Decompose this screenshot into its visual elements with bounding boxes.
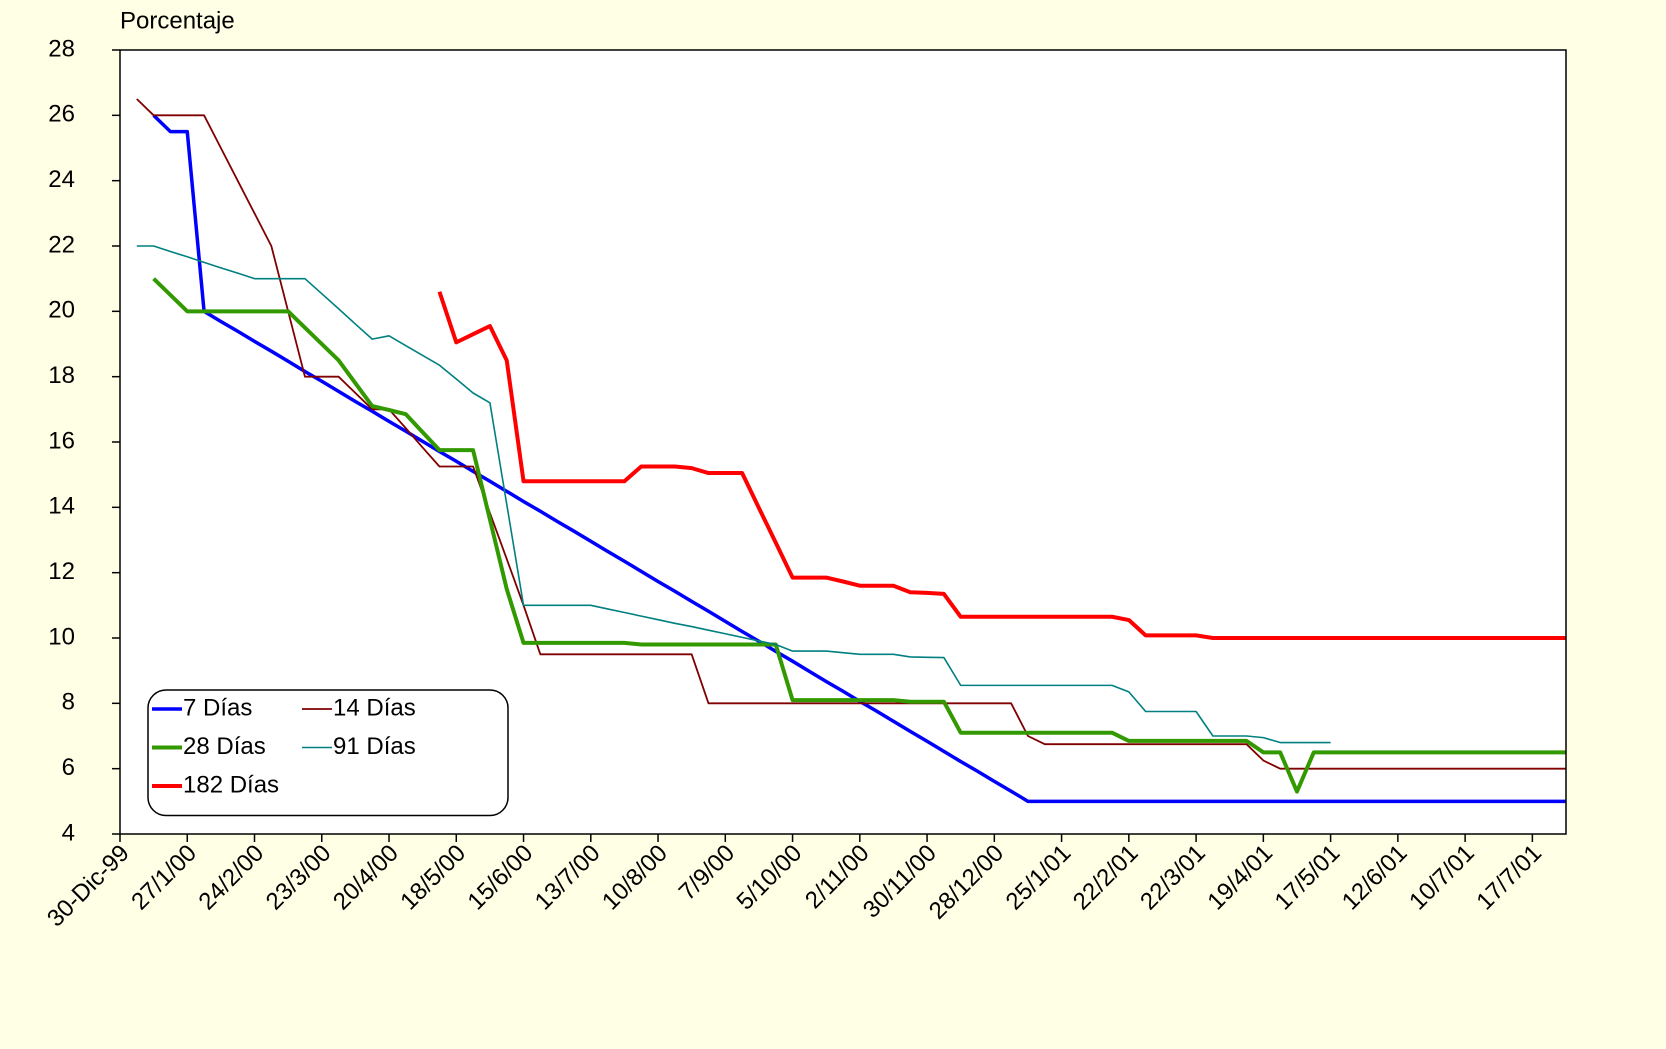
y-tick-label: 12 xyxy=(48,558,75,585)
y-tick-label: 14 xyxy=(48,493,75,520)
x-tick-label: 22/3/01 xyxy=(1135,840,1211,916)
x-tick-label: 22/2/01 xyxy=(1068,840,1144,916)
y-tick-label: 8 xyxy=(62,689,75,716)
y-tick-label: 4 xyxy=(62,819,75,846)
legend-label: 7 Días xyxy=(183,694,252,721)
series-line xyxy=(136,98,1566,770)
x-tick-label: 10/7/01 xyxy=(1404,840,1480,916)
series-line xyxy=(152,277,1566,794)
x-tick-label: 20/4/00 xyxy=(328,840,404,916)
y-tick-label: 16 xyxy=(48,427,75,454)
y-axis-title: Porcentaje xyxy=(120,7,235,34)
y-tick-label: 28 xyxy=(48,35,75,62)
series-line xyxy=(437,291,1566,640)
legend-box xyxy=(147,689,509,817)
legend-label: 91 Días xyxy=(333,733,416,760)
x-tick-label: 15/6/00 xyxy=(463,840,539,916)
series-line xyxy=(136,245,1331,744)
x-tick-label: 7/9/00 xyxy=(674,840,740,906)
y-tick-label: 6 xyxy=(62,754,75,781)
x-tick-label: 10/8/00 xyxy=(597,840,673,916)
x-tick-label: 18/5/00 xyxy=(395,840,471,916)
x-tick-label: 28/12/00 xyxy=(924,840,1009,925)
y-tick-label: 22 xyxy=(48,231,75,258)
x-tick-label: 27/1/00 xyxy=(126,840,202,916)
x-tick-label: 25/1/01 xyxy=(1001,840,1077,916)
y-tick-label: 24 xyxy=(48,166,75,193)
x-tick-label: 30-Dic-99 xyxy=(42,840,135,933)
legend: 7 Días 14 Días 28 Días 91 Días 182 Días xyxy=(147,689,509,817)
x-tick-label: 12/6/01 xyxy=(1337,840,1413,916)
x-tick-label: 17/5/01 xyxy=(1270,840,1346,916)
y-tick-label: 26 xyxy=(48,101,75,128)
y-tick-label: 18 xyxy=(48,362,75,389)
y-tick-label: 10 xyxy=(48,623,75,650)
y-tick-label: 20 xyxy=(48,297,75,324)
legend-label: 182 Días xyxy=(183,771,279,798)
x-tick-label: 17/7/01 xyxy=(1471,840,1547,916)
x-tick-label: 19/4/01 xyxy=(1202,840,1278,916)
x-tick-label: 23/3/00 xyxy=(261,840,337,916)
plot-border xyxy=(119,49,1567,835)
x-tick-label: 24/2/00 xyxy=(194,840,270,916)
x-tick-label: 13/7/00 xyxy=(530,840,606,916)
x-tick-label: 5/10/00 xyxy=(732,840,808,916)
legend-label: 28 Días xyxy=(183,733,266,760)
legend-label: 14 Días xyxy=(333,694,416,721)
